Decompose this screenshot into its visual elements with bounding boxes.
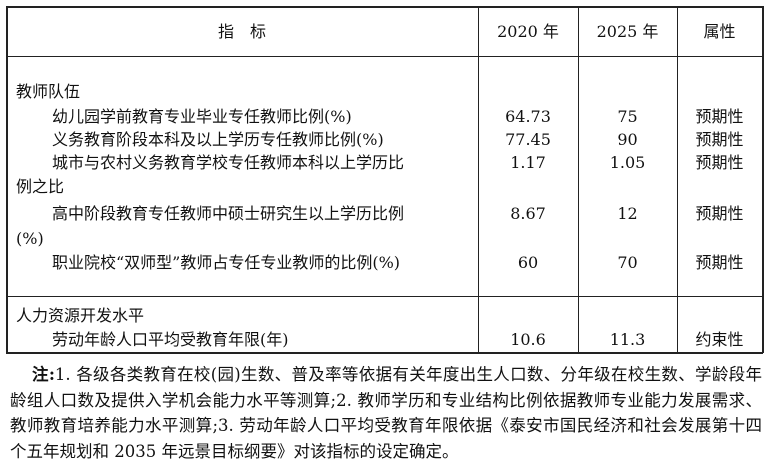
section-title: 教师队伍: [16, 82, 81, 101]
value-2020: 1.17: [510, 153, 546, 172]
attribute: 预期性: [695, 153, 744, 172]
table-top-border: [6, 6, 763, 8]
value-2025: 90: [617, 130, 638, 149]
row-label-continued: (%): [16, 229, 44, 248]
value-2020: 10.6: [510, 330, 546, 349]
value-2025: 11.3: [609, 330, 646, 349]
column-divider: [677, 6, 678, 353]
table-bottom-border: [6, 352, 763, 354]
note-prefix: 注:: [32, 365, 55, 384]
section-title: 人力资源开发水平: [16, 306, 145, 325]
table-right-border: [762, 6, 764, 353]
value-2025: 1.05: [609, 153, 646, 172]
value-2020: 60: [517, 253, 539, 272]
row-label: 劳动年龄人口平均受教育年限(年): [52, 330, 289, 349]
section-divider: [6, 296, 763, 297]
attribute: 预期性: [695, 107, 744, 126]
value-2025: 70: [617, 253, 638, 272]
value-2020: 64.73: [505, 107, 551, 126]
value-2025: 75: [617, 107, 638, 126]
column-divider: [478, 6, 479, 353]
table-note: 注:1. 各级各类教育在校(园)生数、普及率等依据有关年度出生人口数、分年级在校…: [10, 362, 762, 464]
row-label: 高中阶段教育专任教师中硕士研究生以上学历比例: [52, 204, 405, 223]
value-2020: 77.45: [505, 130, 551, 149]
header-attribute: 属性: [703, 22, 736, 41]
header-indicator: 指 标: [217, 22, 266, 41]
value-2025: 12: [617, 204, 638, 223]
attribute: 预期性: [695, 204, 744, 223]
value-2020: 8.67: [510, 204, 546, 223]
header-2020: 2020 年: [497, 22, 559, 41]
row-label: 职业院校“双师型”教师占专任专业教师的比例(%): [52, 253, 401, 272]
header-divider: [6, 56, 763, 57]
attribute: 预期性: [695, 253, 744, 272]
row-label: 幼儿园学前教育专业毕业专任教师比例(%): [52, 107, 352, 126]
header-2025: 2025 年: [596, 22, 659, 41]
row-label-continued: 例之比: [16, 177, 65, 196]
column-divider: [578, 6, 579, 353]
attribute: 约束性: [695, 330, 744, 349]
note-text: 1. 各级各类教育在校(园)生数、普及率等依据有关年度出生人口数、分年级在校生数…: [10, 365, 762, 461]
row-label: 义务教育阶段本科及以上学历专任教师比例(%): [52, 130, 384, 149]
row-label: 城市与农村义务教育学校专任教师本科以上学历比: [52, 153, 405, 172]
table-left-border: [6, 6, 8, 353]
attribute: 预期性: [695, 130, 744, 149]
